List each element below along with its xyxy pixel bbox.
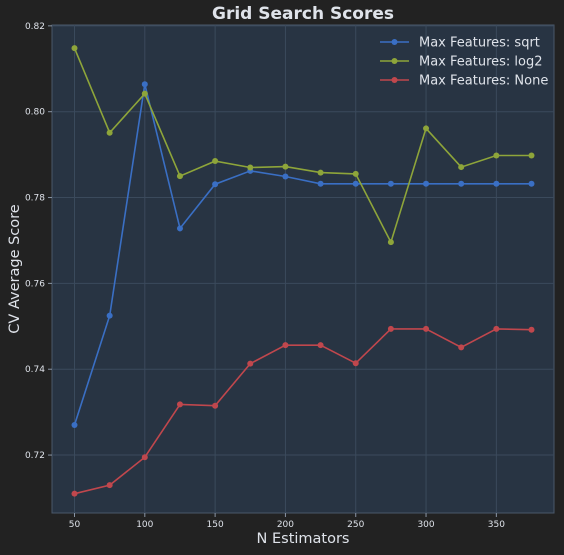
data-point: [528, 326, 535, 333]
data-point: [423, 325, 430, 332]
x-tick-label: 150: [207, 520, 224, 530]
data-point: [106, 129, 113, 136]
data-point: [528, 152, 535, 159]
data-point: [141, 90, 148, 97]
y-tick-label: 0.80: [25, 108, 45, 118]
x-tick-label: 350: [488, 520, 505, 530]
y-tick-label: 0.76: [25, 279, 45, 289]
data-point: [458, 180, 465, 187]
legend-label: Max Features: sqrt: [419, 36, 540, 51]
data-point: [71, 422, 78, 429]
data-point: [423, 125, 430, 132]
y-axis-label: CV Average Score: [7, 204, 23, 333]
data-point: [387, 180, 394, 187]
legend-marker: [391, 39, 398, 45]
data-point: [282, 163, 289, 170]
data-point: [493, 180, 500, 187]
legend-label: Max Features: log2: [419, 55, 543, 70]
y-tick-label: 0.82: [25, 22, 45, 32]
data-point: [493, 325, 500, 332]
plot-area: [51, 24, 555, 514]
series-1: [71, 45, 535, 246]
y-tick-label: 0.72: [25, 451, 45, 461]
data-point: [317, 342, 324, 349]
data-point: [176, 401, 183, 408]
data-point: [141, 81, 148, 88]
legend-item: Max Features: sqrt: [380, 36, 540, 51]
data-point: [247, 164, 254, 171]
x-tick-label: 50: [69, 520, 81, 530]
grid-lines: [52, 25, 554, 513]
legend-item: Max Features: None: [380, 74, 548, 89]
data-point: [352, 180, 359, 187]
data-point: [176, 173, 183, 180]
data-point: [71, 45, 78, 52]
data-point: [106, 312, 113, 319]
legend-label: Max Features: None: [419, 74, 548, 89]
data-point: [458, 164, 465, 171]
data-point: [282, 173, 289, 180]
y-tick-label: 0.78: [25, 194, 45, 204]
data-point: [212, 402, 219, 409]
x-tick-label: 250: [347, 520, 364, 530]
data-point: [458, 344, 465, 351]
data-point: [71, 490, 78, 497]
legend-item: Max Features: log2: [380, 55, 543, 70]
data-point: [282, 342, 289, 349]
series-group: [71, 45, 535, 497]
data-point: [423, 180, 430, 187]
x-tick-label: 300: [417, 520, 434, 530]
data-point: [212, 181, 219, 188]
data-point: [387, 239, 394, 246]
data-point: [247, 360, 254, 367]
data-point: [317, 169, 324, 176]
data-point: [352, 170, 359, 177]
legend-marker: [391, 77, 398, 83]
series-2: [71, 325, 535, 497]
x-axis-label: N Estimators: [257, 531, 350, 547]
data-point: [212, 158, 219, 165]
data-point: [493, 152, 500, 159]
data-point: [528, 180, 535, 187]
x-tick-label: 200: [277, 520, 294, 530]
data-point: [106, 482, 113, 489]
x-tick-label: 100: [136, 520, 153, 530]
chart-title: Grid Search Scores: [212, 4, 394, 24]
legend: Max Features: sqrt Max Features: log2 Max …: [380, 36, 548, 89]
data-point: [317, 180, 324, 187]
data-point: [176, 225, 183, 232]
x-axis-ticks: 50 100 150 200 250 300 350: [69, 513, 505, 530]
legend-marker: [391, 58, 398, 64]
series-line: [73, 47, 532, 245]
y-tick-label: 0.74: [25, 365, 45, 375]
data-point: [141, 454, 148, 461]
data-point: [387, 325, 394, 332]
y-axis-ticks: 0.72 0.74 0.76 0.78 0.80 0.82: [25, 22, 52, 461]
series-line: [74, 328, 532, 495]
data-point: [352, 360, 359, 367]
